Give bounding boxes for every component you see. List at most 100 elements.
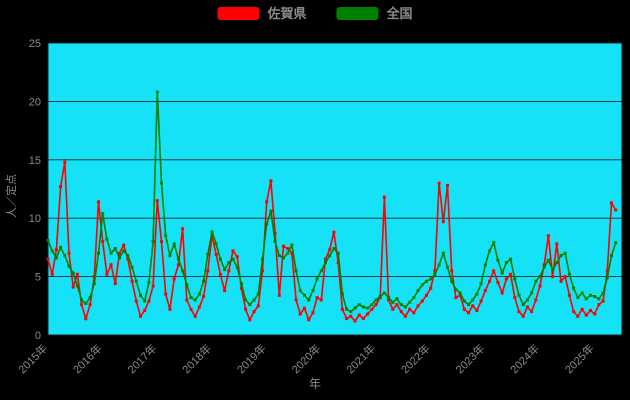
data-point-saga — [311, 311, 315, 315]
data-point-saga — [340, 307, 344, 311]
y-tick-label: 20 — [29, 96, 41, 108]
data-point-national — [239, 282, 243, 286]
data-point-saga — [139, 314, 142, 318]
data-point-national — [433, 272, 437, 276]
data-point-saga — [509, 272, 513, 276]
data-point-national — [109, 251, 113, 255]
data-point-saga — [496, 280, 500, 284]
data-point-saga — [71, 285, 75, 289]
data-point-national — [113, 247, 117, 251]
series-line-saga — [47, 161, 617, 323]
x-tick-label: 2017年 — [124, 341, 159, 376]
data-point-saga — [391, 307, 395, 311]
data-point-saga — [534, 298, 538, 302]
data-point-saga — [614, 208, 618, 212]
data-point-saga — [361, 317, 365, 321]
data-point-national — [349, 310, 353, 314]
data-point-saga — [206, 269, 210, 273]
legend-label-national: 全国 — [386, 6, 413, 21]
data-point-national — [160, 181, 163, 185]
data-point-national — [202, 279, 206, 283]
data-point-saga — [67, 251, 71, 255]
data-point-saga — [467, 311, 470, 315]
data-point-saga — [298, 312, 302, 316]
data-point-national — [416, 289, 420, 293]
data-point-saga — [303, 306, 306, 310]
data-point-national — [256, 292, 260, 296]
data-point-national — [303, 293, 306, 297]
data-point-saga — [50, 272, 54, 276]
data-point-saga — [525, 305, 529, 309]
data-point-national — [488, 249, 491, 253]
data-point-national — [391, 300, 395, 304]
data-point-saga — [559, 279, 563, 283]
data-point-saga — [88, 303, 92, 307]
data-point-national — [336, 251, 340, 255]
data-point-saga — [54, 248, 58, 252]
data-point-saga — [433, 269, 437, 273]
y-tick-label: 10 — [29, 213, 41, 225]
data-point-national — [538, 275, 542, 279]
data-point-national — [172, 242, 176, 246]
data-point-saga — [462, 307, 466, 311]
data-point-national — [197, 292, 201, 296]
data-point-national — [534, 279, 538, 283]
data-point-national — [54, 256, 58, 260]
y-tick-label: 15 — [29, 155, 41, 167]
data-point-saga — [147, 299, 151, 303]
plot-background — [47, 42, 623, 336]
data-point-saga — [412, 311, 416, 315]
data-point-national — [559, 254, 563, 258]
data-point-saga — [576, 314, 580, 318]
data-point-national — [286, 251, 290, 255]
data-point-national — [294, 269, 298, 273]
data-point-saga — [395, 303, 399, 307]
data-point-saga — [387, 298, 391, 302]
data-point-saga — [366, 312, 370, 316]
data-point-saga — [471, 304, 475, 308]
x-axis-label: 年 — [308, 377, 321, 391]
data-point-national — [525, 298, 529, 302]
data-point-saga — [357, 313, 361, 317]
data-point-national — [185, 283, 189, 287]
data-point-saga — [176, 263, 180, 267]
data-point-national — [101, 212, 105, 215]
data-point-national — [151, 240, 155, 244]
data-point-saga — [610, 201, 613, 205]
data-point-national — [425, 279, 428, 283]
data-point-national — [576, 296, 580, 300]
data-point-national — [277, 254, 281, 258]
data-point-national — [235, 265, 239, 269]
data-point-national — [84, 302, 88, 305]
data-point-saga — [458, 293, 462, 297]
data-point-saga — [185, 298, 189, 302]
data-point-saga — [218, 272, 222, 276]
data-point-national — [319, 269, 323, 273]
data-point-national — [454, 287, 458, 291]
data-point-saga — [324, 257, 327, 261]
data-point-saga — [555, 242, 559, 246]
data-point-saga — [492, 269, 496, 273]
data-point-national — [412, 296, 416, 300]
data-point-national — [450, 279, 454, 283]
data-point-national — [357, 303, 361, 307]
data-point-national — [139, 293, 142, 297]
data-point-saga — [441, 220, 445, 224]
x-tick-label: 2016年 — [70, 341, 105, 376]
legend-label-saga: 佐賀県 — [267, 6, 307, 21]
x-tick-label: 2024年 — [507, 341, 542, 376]
data-point-saga — [349, 314, 353, 318]
data-point-national — [315, 277, 319, 281]
data-point-national — [332, 247, 336, 251]
data-point-national — [610, 254, 613, 258]
data-point-national — [80, 298, 84, 302]
data-point-national — [462, 299, 466, 303]
x-tick-label: 2021年 — [343, 341, 378, 376]
data-point-national — [92, 282, 96, 286]
data-point-national — [252, 298, 256, 302]
data-point-saga — [122, 243, 126, 247]
data-point-saga — [572, 310, 576, 314]
data-point-national — [269, 209, 273, 213]
data-point-saga — [113, 282, 117, 286]
x-tick-label: 2020年 — [288, 341, 323, 376]
